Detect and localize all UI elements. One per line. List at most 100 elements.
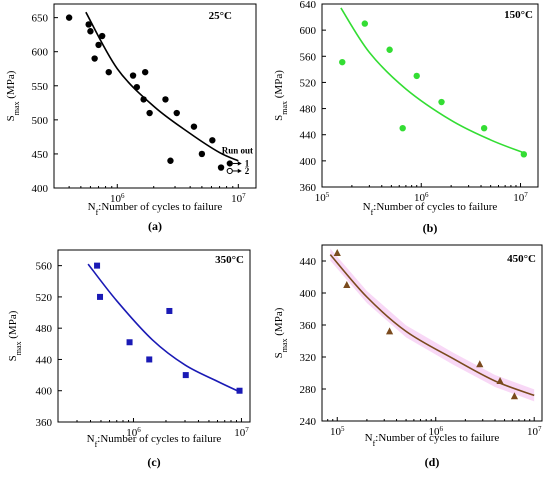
y-tick-label: 560 xyxy=(300,51,317,63)
y-tick-label: 650 xyxy=(32,13,49,25)
y-tick-label: 360 xyxy=(300,182,317,194)
data-point xyxy=(438,98,445,106)
y-tick-label: 520 xyxy=(300,77,317,89)
y-tick-label: 640 xyxy=(300,0,317,11)
y-tick-label: 400 xyxy=(32,183,49,195)
y-tick-label: 240 xyxy=(300,416,317,428)
panel-label: (b) xyxy=(423,221,438,235)
x-tick-label: 105 xyxy=(315,191,330,204)
y-axis-label: Smax (MPa) xyxy=(7,310,23,361)
data-point xyxy=(510,392,519,400)
panel-label: (d) xyxy=(425,455,440,469)
fit-curve xyxy=(340,7,523,154)
data-point xyxy=(339,58,346,66)
y-tick-label: 600 xyxy=(300,25,317,37)
chart-panel-2: 360 400 440 480 520 560 600 640 105 106 107 Nf:Numb… xyxy=(273,0,539,235)
data-point xyxy=(496,377,504,384)
y-tick-label: 400 xyxy=(36,386,53,398)
x-tick-label: 107 xyxy=(527,425,542,438)
data-point xyxy=(94,262,101,269)
data-point xyxy=(141,68,149,76)
chart-panel-4: 240 280 320 360 400 440 105 106 107 Nf:Number of … xyxy=(273,244,543,469)
data-point xyxy=(198,150,206,158)
y-tick-label: 480 xyxy=(300,104,317,116)
data-point xyxy=(476,360,484,368)
x-tick-label: 106 xyxy=(414,191,429,204)
temperature-label: 450°C xyxy=(507,253,536,265)
y-tick-label: 360 xyxy=(36,417,53,429)
data-point xyxy=(386,46,393,53)
data-point xyxy=(85,21,92,28)
data-point xyxy=(182,372,189,379)
data-point xyxy=(98,32,106,40)
data-point xyxy=(209,137,216,144)
data-point xyxy=(105,68,112,76)
data-point xyxy=(65,14,73,21)
data-point xyxy=(91,55,98,62)
data-point xyxy=(385,327,394,335)
y-tick-label: 480 xyxy=(36,323,53,335)
y-axis-label: Smax (MPa) xyxy=(273,307,289,358)
data-point xyxy=(166,307,173,314)
data-point xyxy=(520,151,528,158)
data-point xyxy=(97,293,104,300)
fit-curve xyxy=(329,254,535,397)
x-tick-label: 107 xyxy=(231,192,246,205)
x-tick-label: 107 xyxy=(513,191,528,204)
y-tick-label: 440 xyxy=(36,354,53,366)
plot-frame xyxy=(321,3,539,188)
x-tick-label: 107 xyxy=(234,426,249,439)
run-out-arrowhead xyxy=(237,168,242,174)
y-tick-label: 400 xyxy=(300,156,317,168)
x-tick-label: 106 xyxy=(126,426,141,439)
plot-frame xyxy=(57,249,251,423)
y-tick-label: 280 xyxy=(300,384,317,396)
chart-panel-3: 360 400 440 480 520 560 106 107 Nf:Number of cyc… xyxy=(7,249,251,469)
y-axis-label: Smax (MPa) xyxy=(273,70,289,121)
temperature-label: 25°C xyxy=(209,10,232,22)
run-out-arrowhead xyxy=(237,161,242,166)
data-point xyxy=(167,157,174,164)
run-out-number: 2 xyxy=(245,166,250,176)
panel-label: (c) xyxy=(147,455,160,469)
x-axis-label: Nf:Number of cycles to failure xyxy=(87,433,222,449)
x-axis-label: Nf:Number of cycles to failure xyxy=(88,201,223,217)
data-point xyxy=(190,123,198,130)
data-point xyxy=(333,249,341,256)
run-out-marker xyxy=(226,160,233,167)
data-point xyxy=(399,124,406,132)
data-point xyxy=(413,72,420,80)
data-point xyxy=(146,109,153,117)
data-point xyxy=(133,83,141,91)
run-out-label: Run out xyxy=(222,145,253,155)
data-point xyxy=(480,124,488,132)
x-tick-label: 106 xyxy=(428,425,443,438)
y-tick-label: 400 xyxy=(300,288,317,300)
y-tick-label: 500 xyxy=(32,115,49,127)
data-point xyxy=(129,72,137,79)
y-tick-label: 600 xyxy=(32,47,49,59)
y-tick-label: 360 xyxy=(300,320,317,332)
x-tick-label: 105 xyxy=(330,425,345,438)
y-tick-label: 450 xyxy=(32,149,49,161)
data-point xyxy=(140,96,147,103)
data-point xyxy=(95,41,102,49)
run-out-number: 1 xyxy=(245,158,250,168)
plot-frame xyxy=(53,3,257,189)
fit-curve xyxy=(85,11,239,162)
temperature-label: 350°C xyxy=(215,254,244,266)
y-tick-label: 440 xyxy=(300,256,317,268)
temperature-label: 150°C xyxy=(504,9,533,21)
data-point xyxy=(217,164,225,171)
y-tick-label: 560 xyxy=(36,261,53,273)
run-out-marker xyxy=(226,167,233,175)
x-tick-label: 106 xyxy=(110,192,125,205)
y-tick-label: 320 xyxy=(300,352,317,364)
data-point xyxy=(162,96,169,103)
data-point xyxy=(87,28,94,35)
data-point xyxy=(126,339,133,346)
x-axis-label: Nf:Number of cycles to failure xyxy=(365,432,500,448)
confidence-band xyxy=(330,248,535,402)
data-point xyxy=(343,281,351,288)
